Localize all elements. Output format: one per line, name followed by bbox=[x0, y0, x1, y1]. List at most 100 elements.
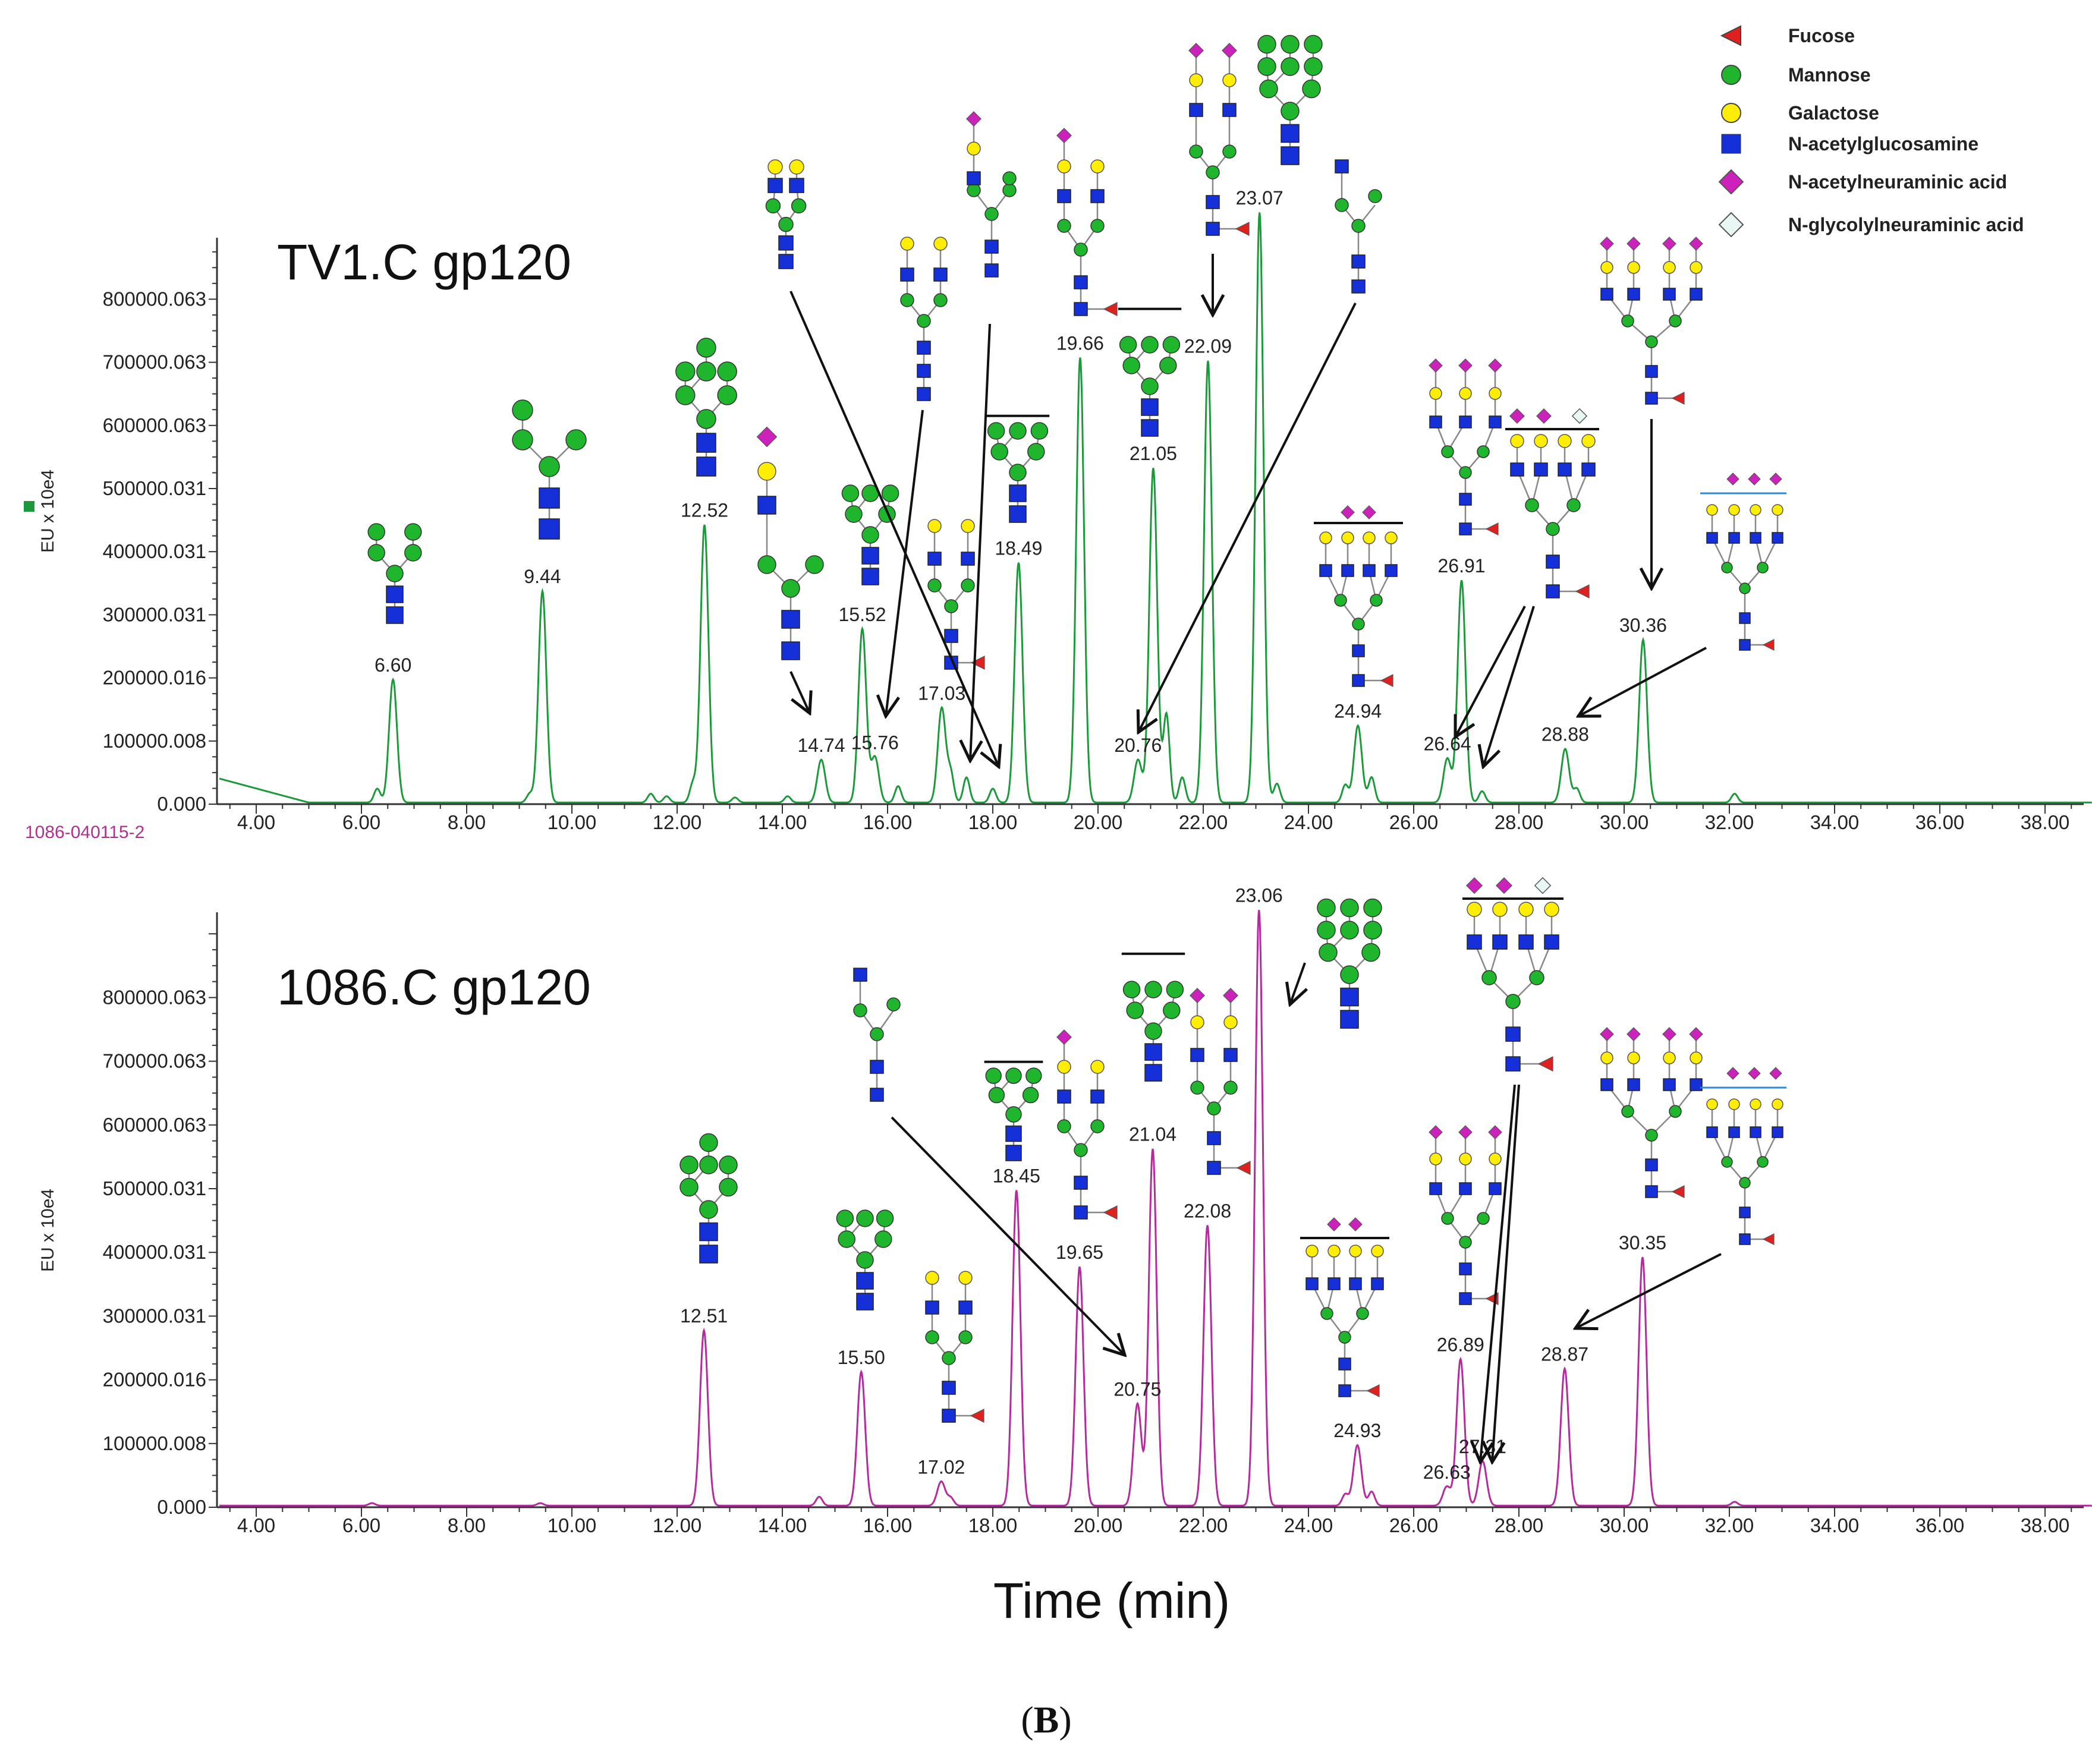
galactose-icon bbox=[1600, 1051, 1613, 1064]
galactose-icon bbox=[1057, 1060, 1071, 1074]
mannose-icon bbox=[881, 484, 899, 502]
peak-label: 21.04 bbox=[1129, 1124, 1176, 1145]
fucose-icon bbox=[1235, 222, 1250, 236]
mannose-icon bbox=[1505, 994, 1521, 1009]
glcnac-icon bbox=[1281, 146, 1300, 165]
glycan-26-91 bbox=[1429, 358, 1502, 536]
mannose-icon bbox=[1459, 466, 1472, 479]
glycan-24-94 bbox=[1314, 505, 1403, 687]
galactose-icon bbox=[789, 159, 804, 175]
x-tick-label: 38.00 bbox=[2021, 811, 2070, 833]
glcnac-icon bbox=[1663, 288, 1676, 301]
mannose-icon bbox=[1338, 1331, 1351, 1344]
glycan-21-04 bbox=[1121, 952, 1185, 1082]
legend-label: N-glycolylneuraminic acid bbox=[1788, 214, 2024, 235]
glcnac-icon bbox=[1739, 612, 1751, 624]
mannose-icon bbox=[1002, 171, 1017, 185]
mannose-icon bbox=[942, 1351, 956, 1365]
glcnac-icon bbox=[789, 178, 804, 193]
neu5gc-icon bbox=[1534, 877, 1552, 894]
glcnac-icon bbox=[1739, 1207, 1751, 1218]
mannose-icon bbox=[1459, 1236, 1472, 1249]
neu5ac-icon bbox=[1465, 877, 1483, 894]
glcnac-icon bbox=[917, 341, 931, 355]
mannose-icon bbox=[404, 523, 422, 541]
mannose-icon bbox=[1166, 981, 1184, 998]
galactose-icon bbox=[933, 237, 948, 251]
glycan-28-88 bbox=[1700, 472, 1786, 651]
glcnac-icon bbox=[1057, 1089, 1071, 1104]
x-tick-label: 8.00 bbox=[448, 1514, 486, 1536]
mannose-icon bbox=[917, 314, 931, 328]
galactose-icon bbox=[1429, 387, 1442, 400]
neu5ac-icon bbox=[1600, 237, 1614, 251]
neu5ac-icon bbox=[1769, 472, 1782, 486]
x-tick-label: 22.00 bbox=[1179, 811, 1228, 833]
galactose-icon bbox=[1690, 261, 1703, 274]
neu5ac-icon bbox=[1536, 408, 1552, 424]
fucose-icon bbox=[1103, 302, 1118, 316]
glcnac-icon bbox=[1600, 1078, 1613, 1091]
neu5ac-icon bbox=[1495, 877, 1513, 894]
galactose-icon bbox=[1467, 902, 1482, 917]
mannose-icon bbox=[679, 1177, 699, 1197]
glycan-18-45 bbox=[984, 1060, 1043, 1161]
y-tick-label: 600000.063 bbox=[103, 414, 206, 436]
mannose-icon bbox=[861, 526, 879, 544]
glcnac-icon bbox=[958, 1300, 973, 1315]
mannose-icon bbox=[1621, 1105, 1634, 1118]
galactose-icon bbox=[925, 1271, 939, 1285]
neu5ac-icon bbox=[1327, 1217, 1341, 1231]
galactose-icon bbox=[1341, 531, 1354, 544]
y-tick-label: 800000.063 bbox=[103, 986, 206, 1008]
glcnac-icon bbox=[1739, 639, 1751, 651]
glcnac-icon bbox=[1352, 644, 1365, 657]
mannose-icon bbox=[1368, 189, 1382, 203]
x-tick-label: 6.00 bbox=[342, 1514, 380, 1536]
x-tick-label: 38.00 bbox=[2021, 1514, 2070, 1536]
peak-label: 12.51 bbox=[680, 1305, 728, 1327]
glcnac-icon bbox=[539, 487, 560, 509]
mannose-icon bbox=[1057, 1119, 1071, 1133]
peak-label: 19.65 bbox=[1056, 1242, 1103, 1263]
mannose-icon bbox=[1141, 377, 1159, 395]
mannose-icon bbox=[805, 555, 824, 574]
chart-bottom: 0.000 100000.008 200000.016 300000.031 40000… bbox=[103, 885, 2092, 1536]
glcnac-icon bbox=[1772, 1126, 1783, 1138]
galactose-icon bbox=[1627, 261, 1640, 274]
glcnac-icon bbox=[1581, 462, 1596, 477]
galactose-icon bbox=[1223, 1015, 1238, 1029]
legend-diamond-icon bbox=[1718, 169, 1744, 195]
galactose-icon bbox=[1663, 1051, 1676, 1064]
mannose-icon bbox=[1363, 898, 1382, 918]
neu5ac-icon bbox=[1458, 358, 1473, 373]
mannose-icon bbox=[856, 1209, 874, 1227]
galactose-icon bbox=[1363, 531, 1376, 544]
annotation-arrow bbox=[1290, 962, 1305, 1004]
glcnac-icon bbox=[1281, 124, 1300, 143]
glcnac-icon bbox=[853, 968, 867, 982]
mannose-icon bbox=[1281, 34, 1300, 54]
x-tick-label: 16.00 bbox=[863, 1514, 913, 1536]
glycan-9-44 bbox=[512, 399, 587, 540]
mannose-icon bbox=[696, 409, 716, 429]
glycan-30-36 bbox=[1600, 237, 1703, 405]
legend-diamond-icon bbox=[1718, 212, 1744, 238]
x-tick-label: 36.00 bbox=[1915, 1514, 1965, 1536]
galactose-icon bbox=[1663, 261, 1676, 274]
neu5ac-icon bbox=[1056, 1029, 1072, 1045]
galactose-icon bbox=[1385, 531, 1398, 544]
annotation-arrow bbox=[1492, 1084, 1520, 1462]
x-tick-label: 26.00 bbox=[1389, 1514, 1439, 1536]
mannose-icon bbox=[367, 523, 385, 541]
glycan-17-03 bbox=[927, 519, 985, 670]
mannose-icon bbox=[717, 361, 737, 382]
neu5ac-icon bbox=[1056, 128, 1072, 143]
mannose-icon bbox=[1361, 943, 1380, 962]
peak-label: 20.76 bbox=[1114, 735, 1162, 756]
mannose-icon bbox=[781, 579, 800, 598]
glcnac-icon bbox=[900, 267, 914, 282]
neu5ac-icon bbox=[1190, 988, 1205, 1003]
x-tick-label: 24.00 bbox=[1284, 811, 1333, 833]
peak-label: 30.36 bbox=[1619, 615, 1667, 636]
